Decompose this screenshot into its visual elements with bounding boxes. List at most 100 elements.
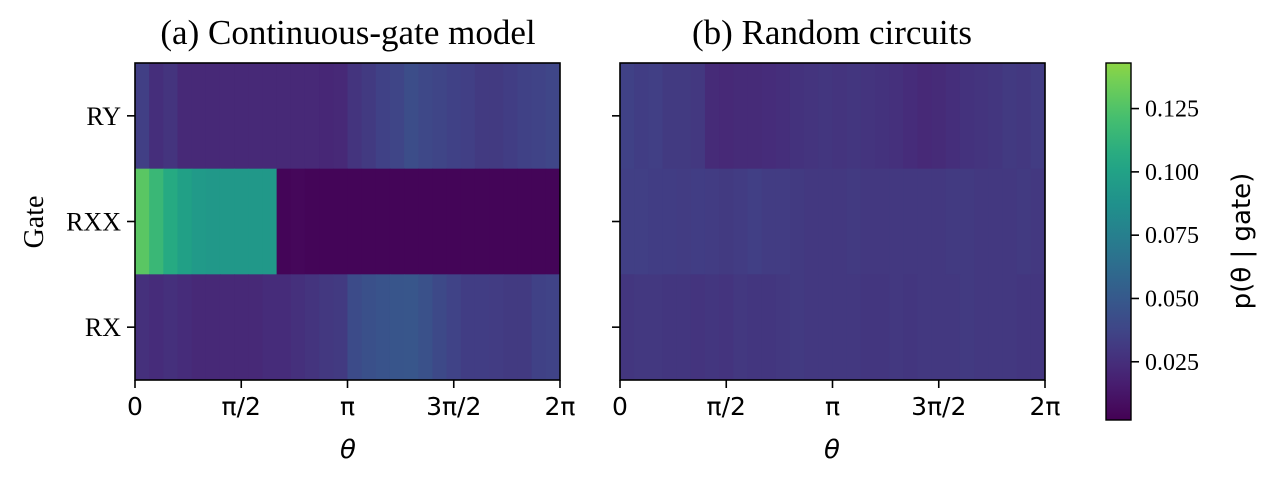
heatmap-cell-ry-7 (719, 63, 734, 170)
heatmap-cell-rxx-6 (219, 168, 235, 275)
heatmap-cell-rxx-18 (389, 168, 405, 275)
heatmap-cell-rxx-3 (177, 168, 193, 275)
heatmap-cell-rx-14 (818, 274, 834, 381)
panel-b: (b) Random circuits 0 π/2 π 3π/2 2π θ (612, 13, 1060, 465)
heatmap-cell-rxx-11 (775, 168, 791, 275)
heatmap-cell-rx-24 (959, 274, 975, 381)
heatmap-cell-rx-11 (775, 274, 791, 381)
heatmap-cell-ry-4 (676, 63, 692, 170)
heatmap-cell-ry-18 (874, 63, 890, 170)
heatmap-cell-ry-22 (446, 63, 462, 170)
heatmap-cell-ry-8 (733, 63, 749, 170)
heatmap-cell-rxx-23 (945, 168, 961, 275)
heatmap-cell-ry-25 (489, 63, 504, 170)
heatmap-cell-rx-28 (531, 274, 547, 381)
heatmap-cell-ry-29 (545, 63, 561, 170)
heatmap-cell-rxx-22 (446, 168, 462, 275)
heatmap-cell-rxx-20 (418, 168, 434, 275)
colorbar-label: p(θ | gate) (1227, 173, 1257, 310)
heatmap-cell-ry-13 (804, 63, 819, 170)
heatmap-cell-rxx-0 (620, 168, 635, 275)
heatmap-cell-rxx-7 (234, 168, 249, 275)
heatmap-cell-rx-5 (205, 274, 221, 381)
heatmap-cell-rxx-5 (690, 168, 706, 275)
heatmap-cell-ry-27 (517, 63, 533, 170)
heatmap-cell-rx-2 (648, 274, 664, 381)
heatmap-cell-rx-19 (404, 274, 419, 381)
heatmap-cell-ry-18 (389, 63, 405, 170)
heatmap-cell-rx-10 (761, 274, 777, 381)
heatmap-cell-rx-28 (1016, 274, 1032, 381)
heatmap-cell-rxx-10 (276, 168, 292, 275)
colorbar-ticks: 0.025 0.050 0.075 0.100 0.125 (1131, 97, 1199, 376)
heatmap-cell-ry-0 (620, 63, 635, 170)
colorbar-tick-label-1: 0.050 (1145, 286, 1199, 312)
heatmap-cell-rxx-8 (248, 168, 264, 275)
heatmap-cell-rxx-28 (531, 168, 547, 275)
heatmap-cell-rx-20 (903, 274, 919, 381)
heatmap-cell-rx-6 (219, 274, 235, 381)
heatmap-cell-rxx-9 (747, 168, 763, 275)
heatmap-cell-ry-16 (361, 63, 377, 170)
heatmap-cell-rx-3 (662, 274, 678, 381)
heatmap-cell-ry-21 (917, 63, 933, 170)
heatmap-cell-rx-27 (1002, 274, 1018, 381)
heatmap-cell-rxx-29 (545, 168, 561, 275)
heatmap-cell-rx-22 (931, 274, 947, 381)
heatmap-cell-rx-1 (634, 274, 649, 381)
panel-b-title: (b) Random circuits (692, 13, 972, 52)
heatmap-cell-rxx-8 (733, 168, 749, 275)
heatmap-cell-ry-9 (262, 63, 278, 170)
heatmap-cell-ry-22 (931, 63, 947, 170)
heatmap-cell-ry-17 (860, 63, 876, 170)
heatmap-cell-rxx-27 (1002, 168, 1018, 275)
heatmap-cell-rx-26 (988, 274, 1004, 381)
x-tick-label-2: π (825, 392, 840, 421)
x-tick-label-2: π (340, 392, 355, 421)
heatmap-cell-rxx-4 (676, 168, 692, 275)
heatmap-cell-rxx-23 (460, 168, 476, 275)
heatmap-cell-rx-24 (474, 274, 490, 381)
heatmap-cell-rx-22 (446, 274, 462, 381)
heatmap-cell-rxx-25 (489, 168, 504, 275)
heatmap-cell-rx-3 (177, 274, 193, 381)
heatmap-cell-rxx-15 (832, 168, 848, 275)
heatmap-cell-rx-7 (719, 274, 734, 381)
heatmap-cell-rxx-17 (860, 168, 876, 275)
x-tick-label-0: 0 (127, 392, 143, 421)
panel-b-y-axis (612, 115, 620, 328)
heatmap-cell-ry-15 (347, 63, 363, 170)
heatmap-cell-ry-17 (375, 63, 391, 170)
heatmap-cell-rxx-2 (648, 168, 664, 275)
heatmap-cell-rx-25 (489, 274, 504, 381)
heatmap-cell-ry-10 (276, 63, 292, 170)
heatmap-cell-rxx-14 (333, 168, 349, 275)
heatmap-cell-rxx-24 (959, 168, 975, 275)
colorbar-tick-label-2: 0.075 (1145, 223, 1199, 249)
heatmap-cell-rxx-16 (361, 168, 377, 275)
heatmap-cell-rxx-14 (818, 168, 834, 275)
heatmap-cell-rx-21 (432, 274, 448, 381)
y-tick-label-ry: RY (86, 102, 121, 131)
heatmap-cell-rxx-17 (375, 168, 391, 275)
heatmap-cell-rxx-12 (789, 168, 805, 275)
heatmap-cell-ry-12 (789, 63, 805, 170)
heatmap-cell-ry-14 (818, 63, 834, 170)
heatmap-cell-rxx-26 (988, 168, 1004, 275)
heatmap-cell-ry-5 (690, 63, 706, 170)
heatmap-cell-rx-18 (389, 274, 405, 381)
panel-a: (a) Continuous-gate model RY RXX RX 0 π/2 π 3… (19, 13, 575, 465)
heatmap-cell-rxx-6 (704, 168, 720, 275)
heatmap-cell-rxx-15 (347, 168, 363, 275)
heatmap-cell-rx-0 (620, 274, 635, 381)
heatmap-cell-ry-23 (460, 63, 476, 170)
heatmap-cell-ry-29 (1030, 63, 1046, 170)
heatmap-cell-ry-5 (205, 63, 221, 170)
heatmap-cell-rxx-29 (1030, 168, 1046, 275)
colorbar-tick-label-0: 0.025 (1145, 350, 1199, 376)
heatmap-cell-rxx-5 (205, 168, 221, 275)
panel-a-y-label: Gate (19, 196, 50, 249)
x-tick-label-4: 2π (545, 392, 576, 421)
heatmap-cell-rxx-9 (262, 168, 278, 275)
